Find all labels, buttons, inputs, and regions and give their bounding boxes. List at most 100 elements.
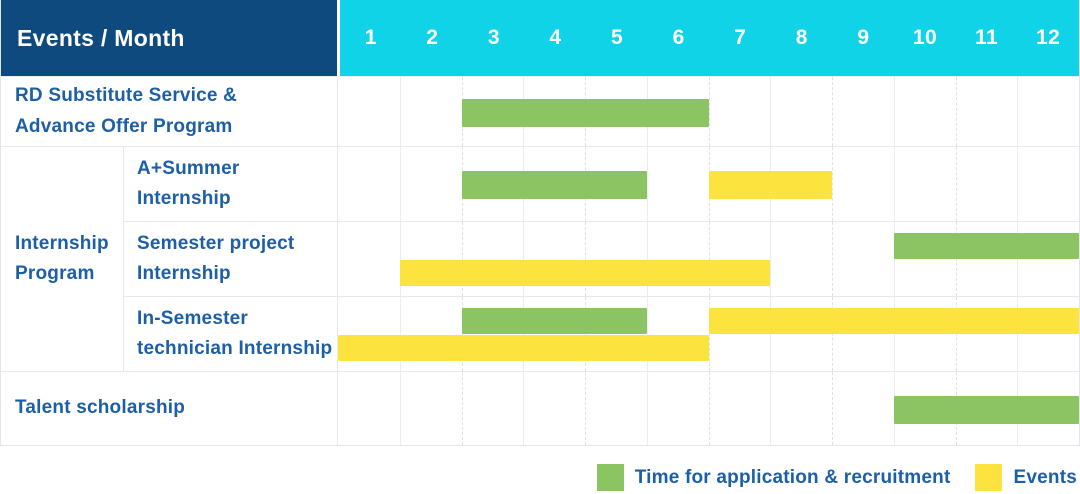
month-gridline: [770, 297, 772, 371]
month-gridline: [399, 147, 401, 221]
group-label-internship-program: Internship Program: [1, 147, 124, 371]
gantt-bar-events-in-semester-technician-internship: [708, 308, 1079, 334]
month-gridline: [646, 147, 648, 221]
month-gridline: [399, 77, 401, 146]
row-label-in-semester-technician-internship-line: In-Semester: [137, 307, 248, 329]
gantt-bar-time-for-application-recruitment-a-summer-internship: [461, 171, 647, 199]
month-gridline: [523, 297, 525, 371]
row-label-talent-scholarship-line: Talent scholarship: [15, 397, 186, 419]
month-gridline: [955, 297, 957, 371]
row-label-semester-project-internship-line: Semester project: [137, 232, 295, 254]
timeline-talent-scholarship: [338, 372, 1079, 445]
month-gridline: [770, 372, 772, 445]
month-gridline: [708, 77, 710, 146]
gantt-bar-time-for-application-recruitment-semester-project-internship: [893, 233, 1079, 259]
gantt-body: RD Substitute Service & Advance Offer Pro…: [1, 76, 1079, 445]
section-talent-scholarship: Talent scholarship: [1, 371, 1079, 445]
table-row-rd-substitute-service-advance-offer-program: RD Substitute Service & Advance Offer Pro…: [1, 77, 1079, 146]
table-row-talent-scholarship: Talent scholarship: [1, 372, 1079, 445]
row-label-semester-project-internship-line: Internship: [137, 263, 231, 284]
group-rows-internship-program: A+Summer Internship Semester project Intern…: [124, 147, 1079, 371]
gantt-bar-time-for-application-recruitment-in-semester-technician-internship: [461, 308, 647, 334]
month-gridline: [955, 77, 957, 146]
month-header-row: 1 2 3 4 5 6 7 8 9 10 11 12: [340, 0, 1079, 76]
month-header-4: 4: [549, 26, 562, 49]
month-gridline: [646, 297, 648, 371]
events-swatch: [975, 464, 1003, 491]
row-label-rd-substitute-service-advance-offer-program-line: RD Substitute Service &: [15, 85, 238, 107]
month-gridline: [708, 222, 710, 296]
month-gridline: [708, 372, 710, 445]
events-month-header: Events / Month: [1, 0, 340, 76]
application-recruitment-legend-label: Time for application & recruitment: [634, 466, 951, 488]
timeline-a-summer-internship: [338, 147, 1079, 221]
month-gridline: [1017, 222, 1019, 296]
timeline-semester-project-internship: [338, 222, 1079, 296]
month-gridline: [832, 147, 833, 221]
month-header-3: 3: [487, 26, 501, 49]
month-gridline: [893, 222, 895, 296]
month-gridline: [1017, 77, 1019, 146]
gantt-bar-events-a-summer-internship: [708, 171, 832, 199]
month-gridline: [708, 297, 710, 371]
month-gridline: [770, 77, 772, 146]
month-gridline: [1017, 297, 1019, 371]
row-label-a-summer-internship-line: A+Summer: [137, 157, 240, 179]
events-legend-label: Events: [1013, 466, 1077, 488]
month-gridline: [523, 372, 525, 445]
group-label-internship-program-line: Internship: [15, 232, 109, 254]
month-header-2: 2: [426, 26, 439, 49]
month-gridline: [646, 372, 648, 445]
row-label-talent-scholarship: Talent scholarship: [1, 372, 338, 445]
gantt-bar-events-semester-project-internship: [399, 260, 771, 286]
section-internship-program: Internship Program A+Summer Internship Semes…: [1, 146, 1079, 371]
gantt-bar-events-in-semester-technician-internship: [338, 335, 709, 361]
table-row-a-summer-internship: A+Summer Internship: [124, 147, 1079, 221]
month-header-12: 12: [1035, 26, 1061, 49]
month-header-8: 8: [795, 26, 808, 49]
month-gridline: [585, 297, 586, 371]
month-gridline: [461, 297, 463, 371]
row-label-in-semester-technician-internship-line: technician Internship: [137, 338, 333, 359]
month-gridline: [832, 297, 833, 371]
month-gridline: [770, 222, 772, 296]
month-gridline: [523, 222, 525, 296]
month-gridline: [399, 297, 401, 371]
row-label-a-summer-internship-line: Internship: [137, 188, 231, 209]
legend: Time for application & recruitment Event…: [0, 464, 1080, 491]
month-header-1: 1: [364, 26, 377, 49]
month-gridline: [399, 222, 401, 296]
month-gridline: [893, 297, 895, 371]
timeline-rd-substitute-service-advance-offer-program: [338, 77, 1079, 146]
row-label-semester-project-internship: Semester project Internship: [124, 222, 338, 296]
month-gridline: [1017, 147, 1019, 221]
header-row: Events / Month 1 2 3 4 5 6 7 8 9 10 11 12: [1, 0, 1079, 76]
application-recruitment-swatch: [596, 464, 624, 491]
month-header-5: 5: [611, 26, 624, 49]
month-header-11: 11: [974, 26, 999, 49]
month-header-6: 6: [672, 26, 685, 49]
table-row-semester-project-internship: Semester project Internship: [124, 221, 1079, 296]
month-gridline: [893, 147, 895, 221]
row-label-in-semester-technician-internship: In-Semester technician Internship: [124, 297, 338, 371]
gantt-bar-time-for-application-recruitment-rd-substitute-service-advance-offer-program: [461, 98, 709, 127]
gantt-bar-time-for-application-recruitment-talent-scholarship: [893, 395, 1079, 424]
row-label-a-summer-internship: A+Summer Internship: [124, 147, 338, 221]
month-gridline: [832, 372, 833, 445]
row-label-rd-substitute-service-advance-offer-program-line: Advance Offer Program: [15, 115, 233, 137]
month-gridline: [893, 77, 895, 146]
month-header-7: 7: [734, 26, 747, 49]
month-header-9: 9: [857, 26, 870, 49]
timeline-in-semester-technician-internship: [338, 297, 1079, 371]
month-header-10: 10: [912, 26, 938, 49]
row-label-rd-substitute-service-advance-offer-program: RD Substitute Service & Advance Offer Pro…: [1, 77, 338, 146]
month-gridline: [585, 222, 586, 296]
month-gridline: [585, 372, 586, 445]
month-gridline: [832, 77, 833, 146]
month-gridline: [461, 222, 463, 296]
month-gridline: [832, 222, 833, 296]
month-gridline: [399, 372, 401, 445]
month-gridline: [955, 222, 957, 296]
gantt-table: Events / Month 1 2 3 4 5 6 7 8 9 10 11 12 RD Substi…: [0, 0, 1080, 446]
